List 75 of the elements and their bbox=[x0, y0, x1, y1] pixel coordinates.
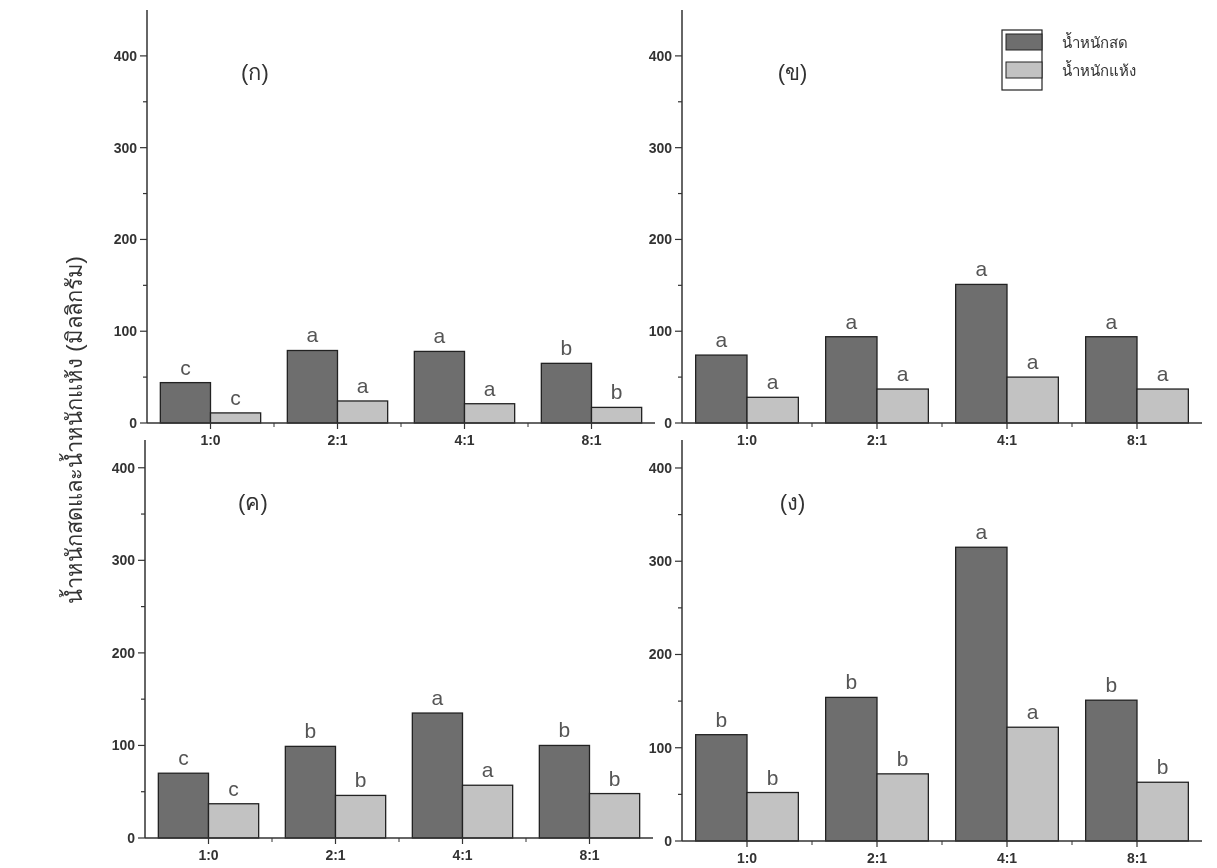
y-axis-title: น้ำหนักสดและน้ำหนักแห้ง (มิลลิกรัม) bbox=[59, 256, 87, 604]
data-label: a bbox=[431, 686, 444, 710]
data-label: a bbox=[481, 758, 494, 782]
y-tick-label: 0 bbox=[129, 415, 138, 431]
y-tick-label: 300 bbox=[111, 552, 136, 569]
data-label: a bbox=[433, 324, 446, 348]
y-tick-label: 400 bbox=[648, 459, 673, 476]
x-tick-label: 1:0 bbox=[736, 850, 758, 866]
data-label: b bbox=[1156, 755, 1169, 779]
data-label: b bbox=[610, 380, 623, 404]
data-label: a bbox=[1156, 362, 1169, 386]
y-tick-label: 300 bbox=[648, 139, 673, 156]
x-tick-label: 8:1 bbox=[579, 847, 600, 863]
data-label: a bbox=[1026, 700, 1039, 724]
y-tick-label: 0 bbox=[127, 830, 136, 846]
y-tick-label: 400 bbox=[111, 459, 136, 476]
data-label: b bbox=[608, 766, 621, 790]
y-tick-label: 0 bbox=[664, 415, 673, 431]
y-tick-label: 100 bbox=[113, 323, 138, 340]
text: (ข) bbox=[777, 60, 808, 85]
data-label: b bbox=[845, 670, 858, 694]
y-tick-label: 0 bbox=[664, 833, 673, 849]
data-label: c bbox=[180, 355, 191, 379]
x-tick-label: 4:1 bbox=[452, 847, 473, 863]
data-label: a bbox=[845, 309, 858, 333]
x-tick-label: 4:1 bbox=[454, 432, 475, 448]
y-tick-label: 200 bbox=[113, 231, 138, 248]
data-label: a bbox=[1026, 350, 1039, 374]
data-label: b bbox=[896, 746, 909, 770]
x-tick-label: 4:1 bbox=[996, 432, 1018, 448]
y-tick-label: 400 bbox=[648, 47, 673, 64]
x-tick-label: 8:1 bbox=[1126, 850, 1148, 866]
x-tick-label: 2:1 bbox=[866, 432, 888, 448]
y-tick-label: 100 bbox=[648, 739, 673, 756]
data-label: c bbox=[228, 776, 239, 800]
data-label: a bbox=[766, 370, 779, 394]
x-tick-label: 8:1 bbox=[1126, 432, 1148, 448]
data-label: b bbox=[715, 707, 728, 731]
data-label: a bbox=[896, 362, 909, 386]
data-label: c bbox=[230, 385, 241, 409]
text: (ก) bbox=[241, 60, 269, 85]
data-label: b bbox=[304, 719, 317, 743]
y-tick-label: 100 bbox=[111, 737, 136, 754]
data-label: a bbox=[975, 520, 988, 544]
x-tick-label: 1:0 bbox=[736, 432, 758, 448]
data-label: b bbox=[1105, 673, 1118, 697]
y-tick-label: 100 bbox=[648, 323, 673, 340]
text: (ค) bbox=[238, 490, 268, 515]
x-tick-label: 1:0 bbox=[200, 432, 221, 448]
x-tick-label: 1:0 bbox=[198, 847, 219, 863]
data-label: c bbox=[178, 746, 189, 770]
x-tick-label: 2:1 bbox=[325, 847, 346, 863]
y-tick-label: 300 bbox=[648, 553, 673, 570]
data-label: a bbox=[483, 376, 496, 400]
y-tick-label: 400 bbox=[113, 47, 138, 64]
x-tick-label: 8:1 bbox=[581, 432, 602, 448]
legend-label: น้ำหนักแห้ง bbox=[1062, 60, 1136, 79]
data-label: b bbox=[354, 768, 367, 792]
text: (ง) bbox=[779, 490, 806, 515]
data-label: a bbox=[975, 257, 988, 281]
y-tick-label: 200 bbox=[648, 231, 673, 248]
data-label: b bbox=[560, 336, 573, 360]
data-label: b bbox=[558, 718, 571, 742]
y-tick-label: 200 bbox=[648, 646, 673, 663]
legend-label: น้ำหนักสด bbox=[1062, 32, 1128, 51]
y-tick-label: 300 bbox=[113, 139, 138, 156]
data-label: b bbox=[766, 765, 779, 789]
data-label: a bbox=[1105, 309, 1118, 333]
data-label: a bbox=[356, 373, 369, 397]
x-tick-label: 4:1 bbox=[996, 850, 1018, 866]
x-tick-label: 2:1 bbox=[866, 850, 888, 866]
y-tick-label: 200 bbox=[111, 644, 136, 661]
data-label: a bbox=[306, 323, 319, 347]
data-label: a bbox=[715, 328, 728, 352]
x-tick-label: 2:1 bbox=[327, 432, 348, 448]
